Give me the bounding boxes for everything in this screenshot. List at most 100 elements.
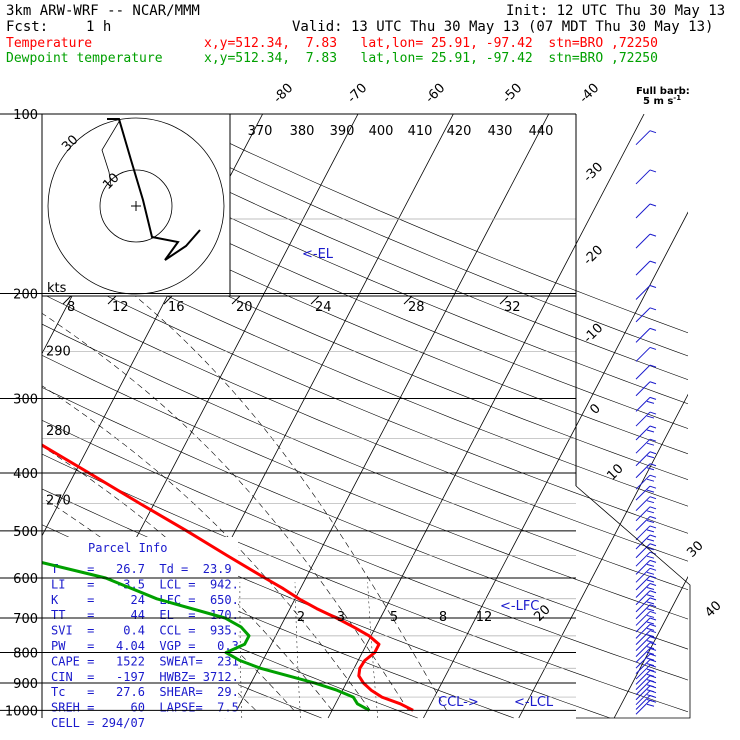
wind-barb-flag (649, 364, 657, 368)
wind-barb-flag (646, 579, 655, 583)
wind-barb-flag (646, 657, 655, 661)
wind-barb-flag (649, 381, 657, 385)
wind-barb-flag (649, 438, 657, 442)
dry-adiabat-line (69, 114, 688, 380)
isotherm-line (327, 114, 645, 719)
wind-barb-flag (646, 429, 655, 433)
wind-barb-flag (646, 520, 655, 524)
level-marker-label: <-LCL (514, 695, 554, 710)
hodograph-units-label: kts (47, 281, 67, 296)
dry-adiabat-line (42, 355, 688, 620)
wind-barb (635, 575, 651, 591)
wind-barb (635, 699, 651, 715)
wind-barb-flag (646, 415, 655, 419)
wind-barb-flag (649, 496, 657, 500)
wind-barb (635, 690, 651, 706)
wind-barb (635, 451, 651, 467)
wind-barb-flag (646, 634, 655, 638)
wind-barb-flag (649, 425, 657, 429)
wind-barb-flag (649, 169, 657, 173)
barb-scale-label: Full barb: (636, 86, 690, 97)
fcst-label: Fcst: (6, 19, 49, 35)
parcel-info-row: PW = 4.04 VGP = 0.3 (51, 639, 239, 653)
wind-barb-flag (649, 690, 657, 694)
parcel-info-row: Tc = 27.6 SHEAR= 29. (51, 685, 239, 699)
wind-barb-flag (649, 516, 657, 520)
parcel-info-panel (42, 537, 238, 718)
parcel-info-row: SREH = 60 LAPSE= 7.5 (51, 701, 239, 715)
wind-barb (635, 695, 651, 710)
wind-barb (635, 307, 651, 323)
wind-barb (635, 525, 651, 541)
hodograph-scale-label: 28 (408, 300, 425, 315)
dry-adiabat-line (42, 234, 688, 507)
wind-barb-flag (649, 260, 657, 264)
wind-barb-flag (649, 642, 657, 646)
theta-e-label: 390 (330, 124, 355, 139)
wind-barb-flag (646, 478, 655, 482)
dry-adiabat-line (42, 323, 688, 591)
wind-barb-flag (646, 400, 655, 404)
wind-barb (635, 381, 651, 397)
wind-barb (635, 285, 651, 300)
pressure-label: 500 (13, 525, 38, 540)
hodograph-scale-label: 8 (67, 300, 75, 315)
dry-adiabat-label: 290 (46, 344, 71, 359)
isotherm-label: -60 (423, 81, 449, 107)
mixing-ratio-line (239, 582, 243, 719)
init-time: Init: 12 UTC Thu 30 May 13 (506, 3, 726, 19)
theta-e-label: 420 (447, 124, 472, 139)
moist-adiabat-line (42, 385, 371, 711)
parcel-info-row: TT = 44 EL = 170. (51, 608, 239, 622)
wind-barb (635, 670, 651, 685)
wind-barb (635, 567, 651, 583)
dry-adiabat-line (42, 387, 688, 650)
wind-barb-flag (649, 659, 657, 663)
wind-barb (635, 680, 651, 696)
wind-barb (635, 347, 651, 362)
wind-barb (635, 611, 651, 626)
wind-barb-flag (646, 500, 655, 504)
dewpoint-legend-info: x,y=512.34, 7.83 lat,lon= 25.91, -97.42 … (204, 51, 658, 66)
wind-barb (635, 516, 651, 531)
isotherm-label: -40 (577, 81, 603, 107)
isotherm-label: -20 (581, 243, 607, 269)
wind-barb (635, 630, 651, 645)
temperature-legend-info: x,y=512.34, 7.83 lat,lon= 25.91, -97.42 … (204, 36, 658, 51)
moist-adiabat-line (42, 312, 409, 711)
wind-barb-flag (649, 699, 657, 703)
pressure-label: 1000 (5, 704, 38, 719)
wind-barb-flag (649, 233, 657, 237)
isotherm-label: -70 (345, 81, 371, 107)
dry-adiabat-line (42, 263, 688, 534)
wind-barb (635, 636, 651, 652)
isotherm-label: -30 (581, 160, 607, 186)
theta-e-label: 380 (290, 124, 315, 139)
wind-barb (635, 534, 651, 550)
wind-barb-flag (646, 538, 655, 542)
theta-e-label: 440 (529, 124, 554, 139)
hodograph-ring-10 (99, 169, 173, 243)
wind-barb (635, 506, 651, 522)
hodograph-scale-label: 24 (315, 300, 332, 315)
wind-barb-flag (646, 563, 655, 567)
dewpoint-trace (42, 561, 371, 712)
wind-barb-flag (649, 396, 657, 400)
dry-adiabat-line (0, 114, 33, 718)
parcel-info-row: CAPE = 1522 SWEAT= 231 (51, 654, 239, 668)
fcst-value: 1 h (86, 19, 112, 35)
wind-barb-flag (649, 604, 657, 608)
wind-barb-flag (649, 653, 657, 657)
hodograph-scale-label: 12 (112, 300, 129, 315)
wind-barb-flag (649, 636, 657, 640)
wind-barb-flag (646, 601, 655, 605)
valid-time: Valid: 13 UTC Thu 30 May 13 (07 MDT Thu … (292, 19, 714, 35)
wind-barb (635, 233, 651, 249)
pressure-label: 400 (13, 467, 38, 482)
wind-barb (635, 675, 651, 690)
wind-barb (635, 560, 651, 575)
parcel-info-row: CIN = -197 HWBZ= 3712. (51, 670, 239, 684)
hodograph-scale-tick (403, 295, 413, 305)
parcel-info-row: CELL = 294/07 (51, 716, 145, 730)
